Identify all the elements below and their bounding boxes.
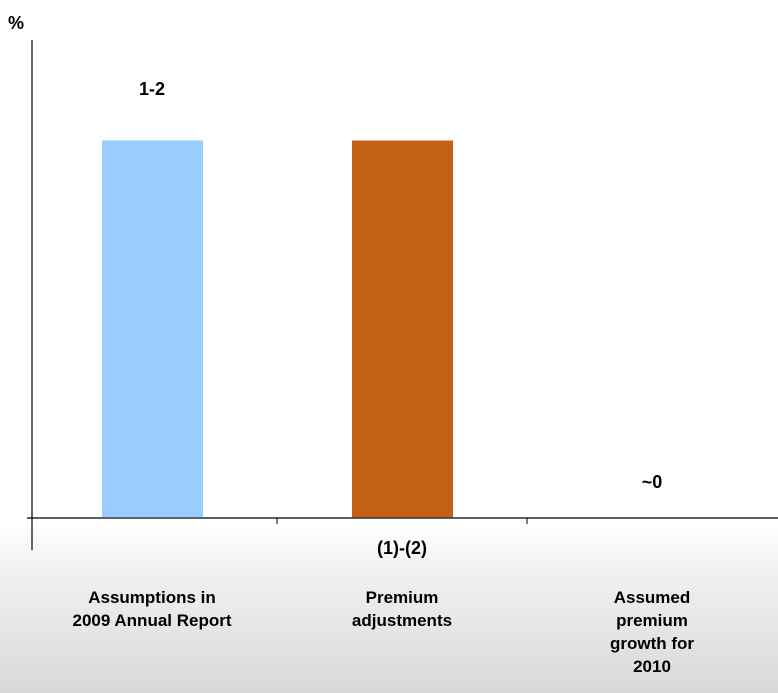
- y-axis-label: %: [8, 13, 24, 33]
- value-label: (1)-(2): [377, 538, 427, 558]
- x-tick-label: Assumed premium growth for 2010: [609, 588, 695, 676]
- value-label: ~0: [642, 472, 663, 492]
- value-label: 1-2: [139, 79, 165, 99]
- x-tick-label: Premium adjustments: [351, 588, 453, 630]
- bar: [352, 140, 453, 518]
- bar: [102, 140, 203, 518]
- x-tick-label: Assumptions in 2009 Annual Report: [72, 588, 232, 630]
